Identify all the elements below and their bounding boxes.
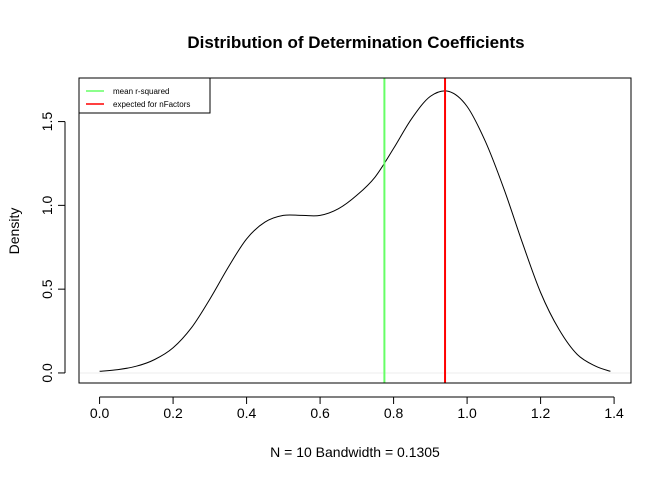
y-axis-label: Density	[6, 208, 22, 255]
x-tick-label: 0.0	[90, 405, 110, 421]
y-axis: 0.0 0.5 1.0 1.5	[39, 112, 66, 383]
legend-box	[78, 77, 211, 114]
y-tick-label: 0.0	[39, 363, 55, 383]
y-tick-label: 1.0	[39, 195, 55, 215]
x-tick-label: 1.2	[531, 405, 551, 421]
plot-frame	[78, 77, 632, 384]
y-tick-label: 1.5	[39, 112, 55, 132]
x-tick-label: 1.0	[457, 405, 477, 421]
x-axis-label: N = 10 Bandwidth = 0.1305	[270, 444, 440, 460]
legend: mean r-squared expected for nFactors	[78, 77, 211, 114]
x-tick-label: 0.4	[237, 405, 257, 421]
x-tick-label: 0.8	[384, 405, 404, 421]
density-curve-line	[99, 90, 611, 372]
y-tick-label: 0.5	[39, 279, 55, 299]
legend-label-mean-r-squared: mean r-squared	[113, 87, 169, 96]
x-tick-label: 0.2	[163, 405, 183, 421]
x-tick-label: 0.6	[310, 405, 330, 421]
chart-title: Distribution of Determination Coefficien…	[187, 33, 524, 52]
x-axis: 0.0 0.2 0.4 0.6 0.8 1.0 1.2 1.4	[90, 396, 624, 421]
legend-label-expected-for-nfactors: expected for nFactors	[113, 100, 190, 109]
plot-area	[80, 78, 630, 383]
x-tick-label: 1.4	[604, 405, 624, 421]
